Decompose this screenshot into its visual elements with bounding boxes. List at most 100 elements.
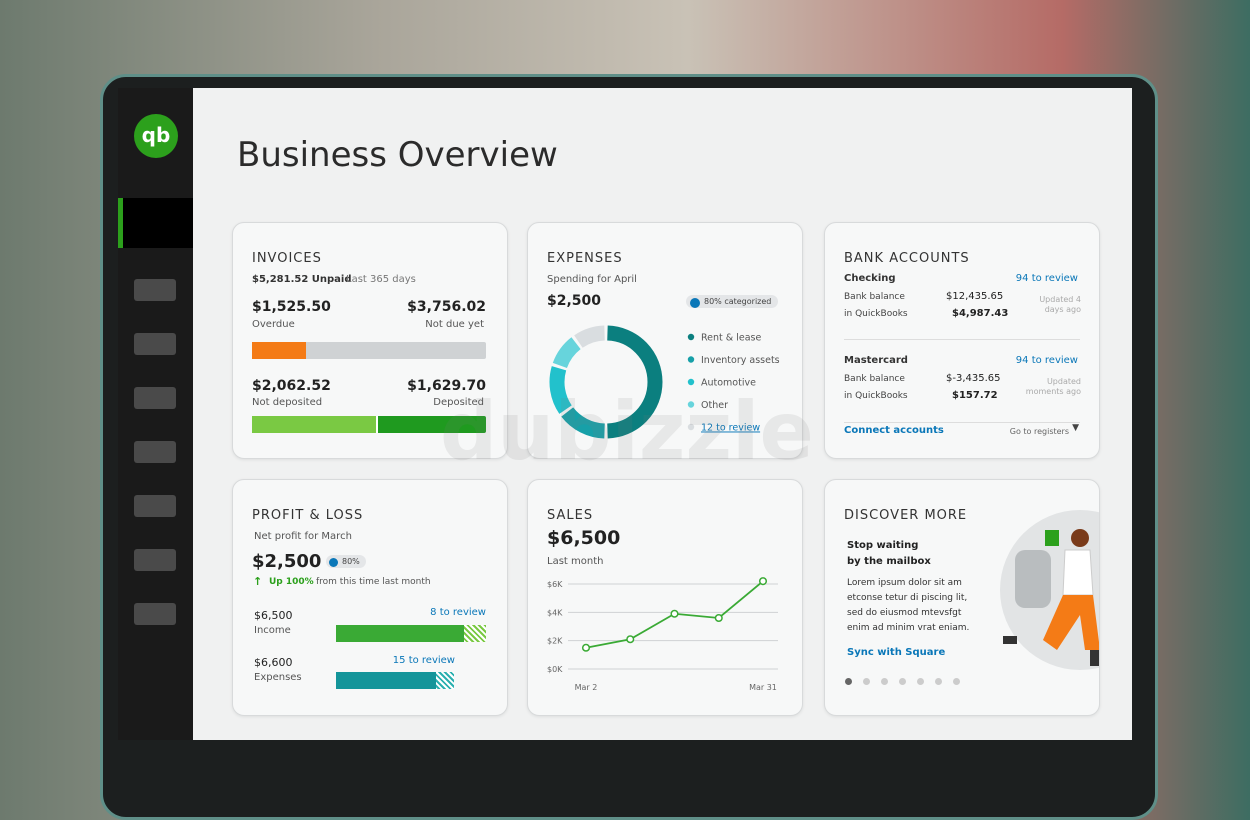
updated: Updated moments ago <box>1025 377 1081 396</box>
donut-chart: Rent & lease Inventory assets Automotive Ot… <box>549 325 780 439</box>
amount: $3,756.02 <box>407 299 486 315</box>
legend-label: Rent & lease <box>701 333 761 344</box>
card-title: EXPENSES <box>547 251 623 266</box>
info-icon <box>690 298 700 308</box>
trend-icon: ↑ <box>253 575 263 588</box>
review-link[interactable]: 8 to review <box>430 607 486 618</box>
carousel-dot[interactable] <box>935 678 942 685</box>
label: Income <box>254 625 291 636</box>
subtitle: Last month <box>547 556 604 567</box>
data-point <box>626 635 635 644</box>
discover-card[interactable]: DISCOVER MORE Stop waiting by the mailbo… <box>824 479 1100 716</box>
label: in QuickBooks <box>844 391 908 401</box>
legend-label[interactable]: 12 to review <box>701 423 760 434</box>
legend-label: Inventory assets <box>701 355 780 366</box>
data-point <box>670 609 679 618</box>
connect-link[interactable]: Connect accounts <box>844 425 944 436</box>
account-name: Mastercard <box>844 355 908 366</box>
expenses-card[interactable]: EXPENSES Spending for April $2,500 80% c… <box>527 222 803 459</box>
legend-dot <box>687 378 695 386</box>
legend-label: Other <box>701 400 728 411</box>
sales-card[interactable]: SALES $6,500 Last month $0K $2K $4K $6K Mar … <box>527 479 803 716</box>
illustration <box>1000 510 1099 670</box>
review-link[interactable]: 94 to review <box>1015 355 1078 366</box>
nav-item[interactable] <box>134 441 176 463</box>
amount: $-3,435.65 <box>946 373 1001 384</box>
card-title: INVOICES <box>252 251 322 266</box>
nav-item[interactable] <box>134 279 176 301</box>
nav-item[interactable] <box>134 549 176 571</box>
donut-segment <box>552 337 581 369</box>
label: Not due yet <box>425 319 484 330</box>
y-tick-label: $2K <box>547 637 563 646</box>
income-bar <box>336 625 486 642</box>
y-tick-label: $0K <box>547 665 563 674</box>
amount: $6,600 <box>254 656 293 669</box>
invoices-card[interactable]: INVOICES $5,281.52 Unpaid Last 365 days … <box>232 222 508 459</box>
carousel-dot[interactable] <box>899 678 906 685</box>
watermark: dubizzle <box>440 385 814 478</box>
donut-segment <box>606 325 663 439</box>
data-point <box>758 577 768 586</box>
badge: 80% categorized <box>686 295 779 308</box>
body: Lorem ipsum dolor sit am etconse tetur d… <box>847 578 970 633</box>
legend-dot <box>687 401 695 408</box>
legend-label: Automotive <box>701 378 756 389</box>
label: Deposited <box>433 397 484 408</box>
nav-item[interactable] <box>134 495 176 517</box>
card-title: DISCOVER MORE <box>844 508 968 523</box>
period: Last 365 days <box>346 274 416 285</box>
legend-dot <box>687 333 695 341</box>
bank-card[interactable]: BANK ACCOUNTS Checking 94 to review Bank b… <box>824 222 1100 459</box>
carousel-dot[interactable] <box>863 678 870 685</box>
label: Overdue <box>252 319 295 330</box>
sidebar: qb <box>118 88 193 740</box>
amount: $12,435.65 <box>946 291 1004 302</box>
pnl-card[interactable]: PROFIT & LOSS Net profit for March $2,50… <box>232 479 508 716</box>
subtitle: Spending for April <box>547 274 637 285</box>
amount: $6,500 <box>254 609 293 622</box>
trend: Up 100% <box>269 577 314 587</box>
legend-dot <box>687 423 695 431</box>
carousel-dot[interactable] <box>917 678 924 685</box>
review-link[interactable]: 15 to review <box>392 655 455 666</box>
link[interactable]: Sync with Square <box>847 647 946 658</box>
donut-segment <box>561 407 606 439</box>
donut-segment <box>574 325 606 348</box>
carousel-dot[interactable] <box>953 678 960 685</box>
sales-chart: $0K $2K $4K $6K Mar 2 Mar 31 <box>547 577 778 692</box>
card-title: SALES <box>547 508 594 523</box>
logo[interactable]: qb <box>134 114 178 158</box>
divider <box>844 339 1080 340</box>
nav-item[interactable] <box>134 333 176 355</box>
nav-item[interactable] <box>134 387 176 409</box>
label: Not deposited <box>252 397 323 408</box>
amount: $2,062.52 <box>252 378 331 394</box>
label: Expenses <box>254 672 302 683</box>
expenses-bar <box>336 672 454 689</box>
carousel-dot[interactable] <box>845 678 852 685</box>
legend-dot <box>687 356 695 363</box>
x-tick-label: Mar 31 <box>749 683 777 692</box>
data-point <box>581 643 591 652</box>
amount: $1,629.70 <box>407 378 486 394</box>
overdue-bar <box>252 342 486 359</box>
total: $2,500 <box>252 551 322 572</box>
donut-segment <box>549 366 572 414</box>
updated: Updated 4 days ago <box>1039 295 1081 314</box>
nav-item[interactable] <box>134 603 176 625</box>
heading-line: Stop waiting <box>847 540 919 551</box>
x-tick-label: Mar 2 <box>575 683 598 692</box>
divider <box>844 422 1080 423</box>
dropdown-icon[interactable]: ▼ <box>1072 423 1079 433</box>
deposit-bar <box>252 416 486 433</box>
amount: $4,987.43 <box>952 308 1009 319</box>
heading-line: by the mailbox <box>847 556 931 567</box>
info-icon <box>329 558 338 567</box>
account-name: Checking <box>844 273 896 284</box>
nav-active[interactable] <box>118 198 193 248</box>
review-link[interactable]: 94 to review <box>1015 273 1078 284</box>
registers-link[interactable]: Go to registers <box>1009 427 1069 436</box>
carousel-dot[interactable] <box>881 678 888 685</box>
